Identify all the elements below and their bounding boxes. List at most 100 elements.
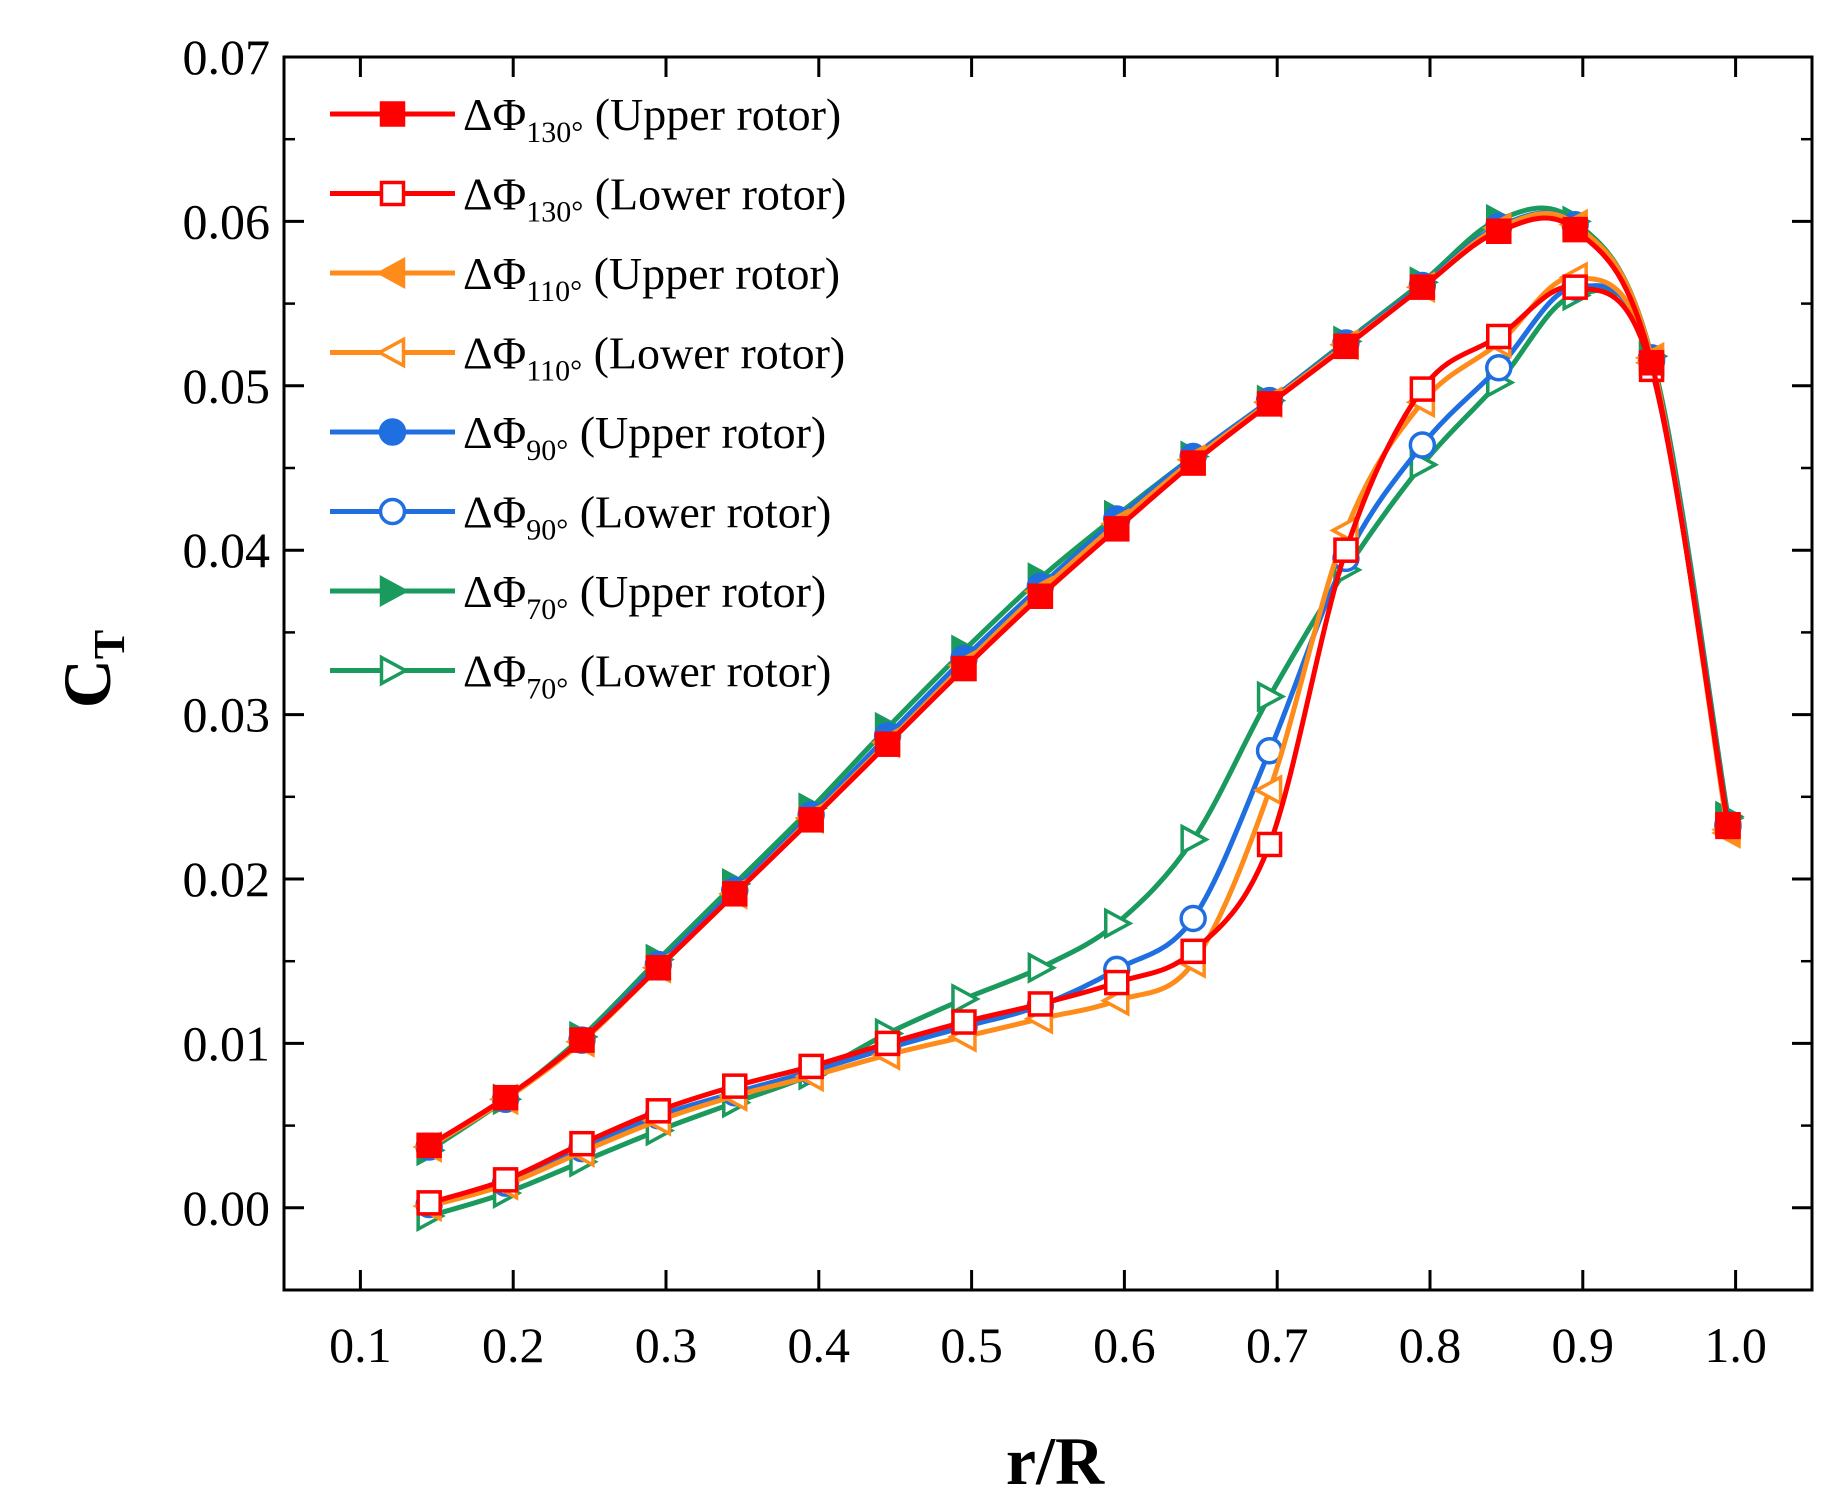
data-point [416,1190,442,1216]
data-point [1485,353,1513,382]
data-point [1486,323,1512,350]
legend-marker [378,497,407,526]
data-point [1333,537,1359,563]
legend-entry-6: ΔΦ90° (Lower rotor) [330,487,831,547]
data-point [1256,680,1287,713]
legend-entry-8: ΔΦ70° (Lower rotor) [330,646,831,706]
data-point [1027,991,1054,1017]
legend-label-prefix: ΔΦ [463,566,526,617]
data-point [1179,904,1207,933]
x-tick-label: 0.4 [788,1317,851,1373]
legend-entry-1: ΔΦ130° (Upper rotor) [330,89,841,149]
data-point [951,983,981,1015]
series-1 [416,215,1741,1159]
data-point [798,807,824,833]
axes-layer: 0.1 0.2 0.3 0.4 0.5 0.6 0.7 0.8 0.9 1.0 0.00 0.01 0.… [183,29,1814,1373]
data-point [1562,216,1588,243]
legend-label: ΔΦ110° (Lower rotor) [463,328,845,388]
legend-label-subscript: 70° [526,673,568,706]
legend-marker [379,180,406,207]
legend-label-prefix: ΔΦ [463,646,526,697]
y-axis-title-sub: T [85,630,134,659]
y-tick-label: 0.02 [183,851,271,907]
plot-frame [282,55,1814,1292]
legend-label-subscript: 70° [526,593,568,626]
legend-marker [375,336,406,369]
data-point [1180,823,1210,856]
legend-label-suffix: (Lower rotor) [582,328,845,379]
legend-label-suffix: (Upper rotor) [568,566,826,617]
legend-label-subscript: 130° [526,196,583,229]
x-tick-label: 0.2 [482,1317,545,1373]
legend-label-subscript: 90° [526,514,568,547]
legend-marker [379,575,410,607]
y-tick-label: 0.05 [183,358,271,414]
legend-label-suffix: (Lower rotor) [568,646,831,697]
x-tick-label: 0.1 [329,1317,392,1373]
legend-label-subscript: 130° [526,116,583,149]
legend-label-suffix: (Upper rotor) [583,89,841,140]
data-point [1638,350,1665,376]
data-point [1252,774,1283,807]
y-tick-label: 0.04 [183,522,271,578]
y-tick-label: 0.00 [183,1180,271,1236]
data-point [1715,813,1741,840]
legend-label-subscript: 110° [526,275,582,308]
data-point [1256,831,1283,858]
y-tick-label: 0.01 [183,1015,271,1071]
legend-label-suffix: (Lower rotor) [583,169,846,220]
data-point [951,1009,977,1035]
legend-marker [379,101,406,127]
legend-label: ΔΦ90° (Lower rotor) [463,487,831,547]
data-point [1409,376,1436,402]
legend-marker [379,654,410,687]
data-point [1104,907,1134,940]
legend-entry-7: ΔΦ70° (Upper rotor) [330,566,826,626]
legend-label-suffix: (Upper rotor) [568,407,826,458]
legend-label-prefix: ΔΦ [463,407,526,458]
data-point [1256,391,1283,417]
legend-label-prefix: ΔΦ [463,328,526,379]
y-axis-title-main: C [49,659,125,708]
legend-marker [378,418,407,446]
legend-entry-5: ΔΦ90° (Upper rotor) [330,407,826,467]
legend-label-suffix: (Upper rotor) [582,248,840,299]
data-point [1409,274,1436,300]
data-point [1180,450,1206,476]
legend-label: ΔΦ90° (Upper rotor) [463,407,826,467]
legend-label-prefix: ΔΦ [463,89,526,140]
x-tick-label: 0.5 [940,1317,1003,1373]
data-point [874,1030,901,1057]
data-point [1333,333,1359,360]
legend-label-prefix: ΔΦ [463,248,526,299]
y-tick-label: 0.03 [183,687,271,743]
data-point [569,1130,595,1157]
legend-label: ΔΦ110° (Upper rotor) [463,248,840,308]
legend-label-subscript: 90° [526,434,568,467]
legend-entry-3: ΔΦ110° (Upper rotor) [330,248,840,308]
data-point [722,881,748,907]
y-axis-title: CT [49,630,134,708]
legend: ΔΦ130° (Upper rotor)ΔΦ130° (Lower rotor)… [330,89,846,706]
y-tick-label: 0.06 [183,193,271,249]
x-tick-label: 1.0 [1704,1317,1767,1373]
x-tick-label: 0.9 [1552,1317,1615,1373]
data-point [1104,516,1130,542]
x-axis-title: r/R [1006,1423,1105,1499]
data-point [1562,274,1588,300]
data-point [798,1053,824,1080]
data-point [492,1084,519,1111]
legend-label-suffix: (Lower rotor) [568,487,831,538]
data-point [645,955,672,981]
data-point [874,731,901,757]
y-tick-label: 0.07 [183,29,271,85]
legend-label: ΔΦ130° (Lower rotor) [463,169,846,229]
x-tick-label: 0.3 [635,1317,698,1373]
data-point [1027,583,1054,609]
x-tick-label: 0.7 [1246,1317,1309,1373]
data-point [1180,938,1206,965]
data-point [569,1027,595,1053]
legend-label-subscript: 110° [526,355,582,388]
legend-marker [375,257,406,289]
